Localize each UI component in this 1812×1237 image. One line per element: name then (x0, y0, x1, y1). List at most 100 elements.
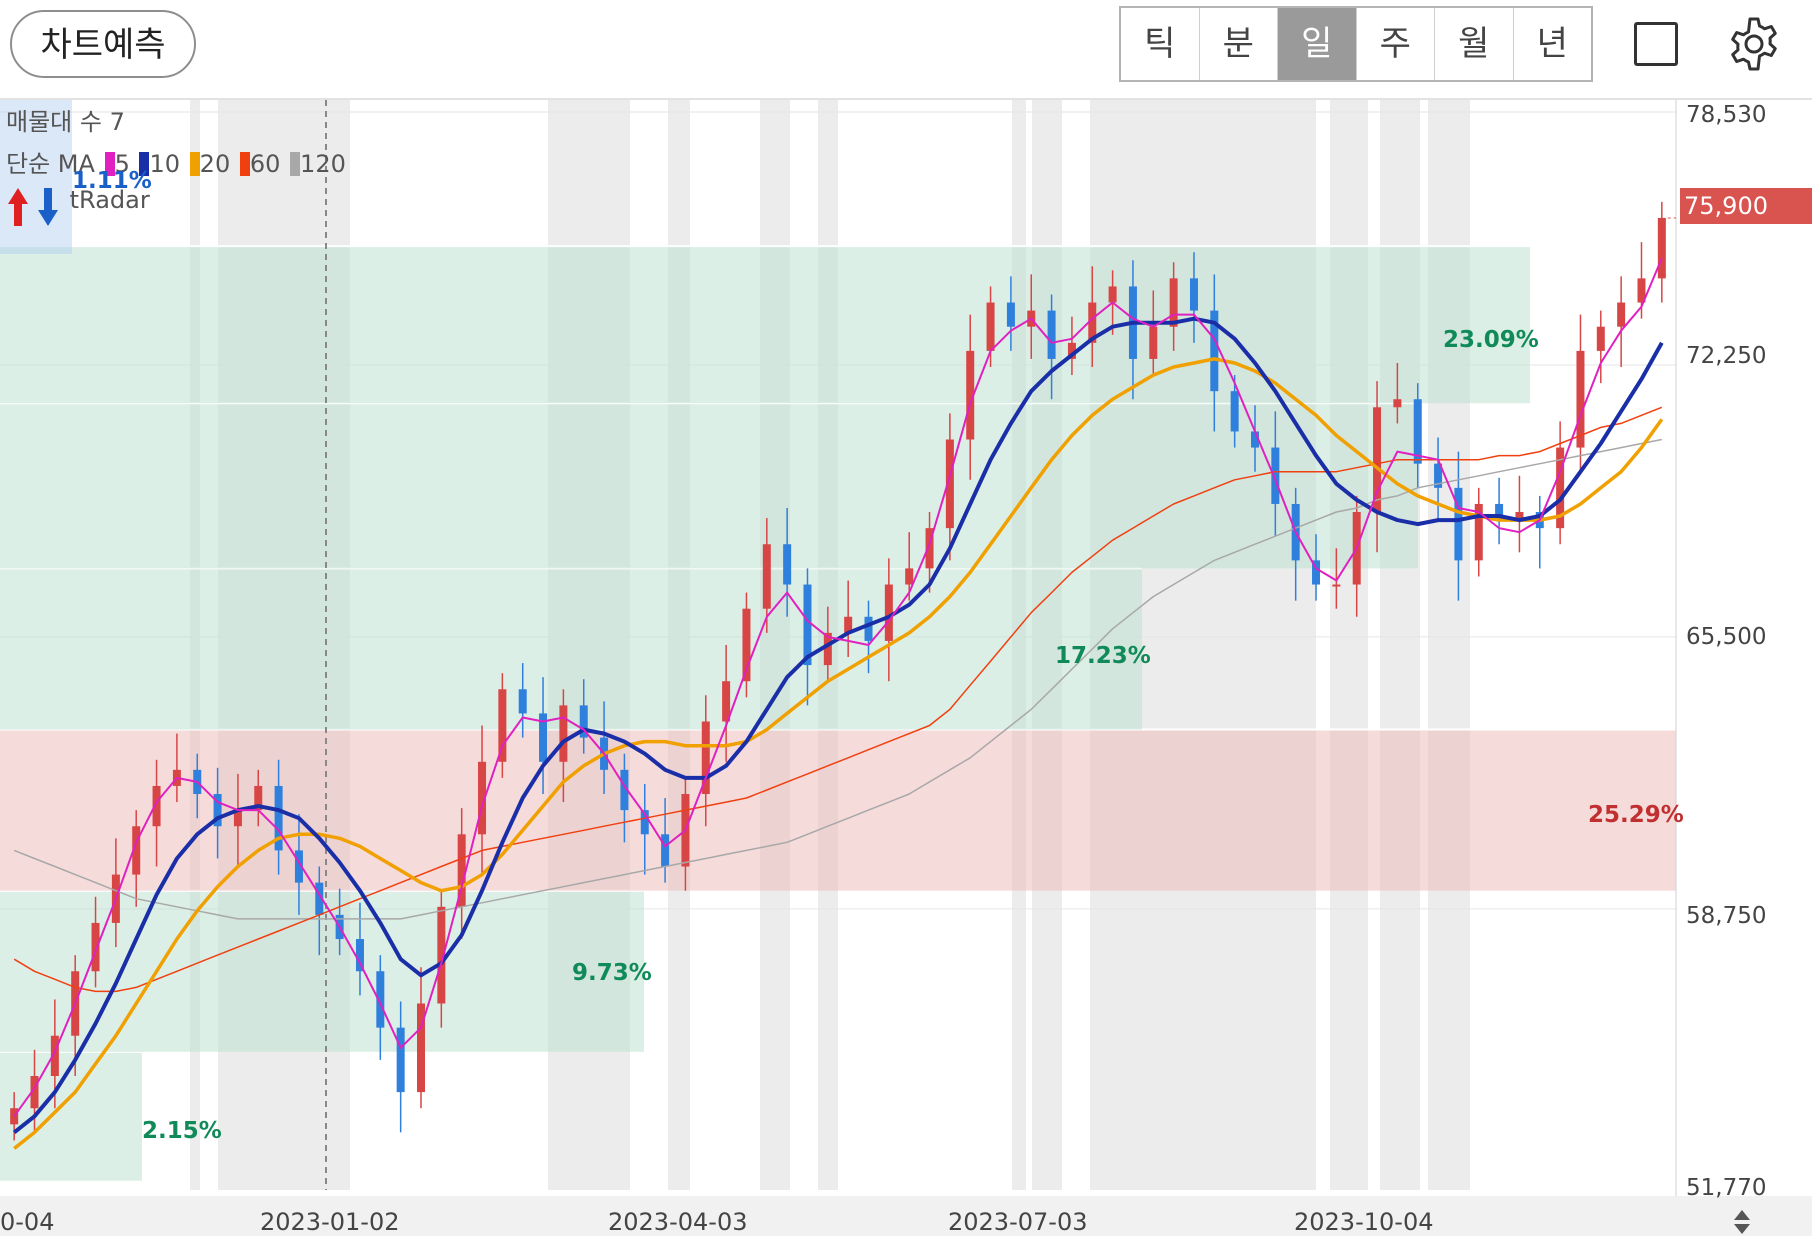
candle (1006, 302, 1015, 327)
candle (1556, 447, 1565, 529)
candle (1474, 503, 1483, 561)
candle (1576, 350, 1585, 448)
candle (437, 906, 446, 1004)
candle (1189, 278, 1198, 311)
y-tick-1: 78,530 (1686, 102, 1767, 128)
x-tick-4: 2023-07-03 (948, 1208, 1088, 1236)
ma-legend-title: 단순 MA (6, 150, 95, 178)
candle (457, 834, 466, 907)
candle (10, 1108, 19, 1125)
candle (478, 761, 487, 835)
zone-pct-4: 17.23% (1055, 643, 1151, 669)
candle (376, 971, 385, 1028)
ma120-swatch (290, 152, 301, 176)
volume-profile-label: 매물대 수 7 (6, 108, 125, 136)
tab-month[interactable]: 월 (1435, 8, 1514, 80)
candle (640, 810, 649, 835)
candle (1088, 302, 1097, 343)
chart-area[interactable] (0, 100, 1812, 1237)
candle (1230, 391, 1239, 432)
candle (783, 544, 792, 585)
zone-pct-6: 23.09% (1443, 327, 1539, 353)
candle (1657, 217, 1666, 279)
volume-zone (0, 403, 1418, 569)
tab-day[interactable]: 일 (1278, 8, 1357, 80)
scroll-updown-icon[interactable] (1732, 1208, 1752, 1236)
tab-year[interactable]: 년 (1536, 24, 1568, 64)
x-tick-1: 0-04 (0, 1208, 55, 1236)
candle (864, 616, 873, 641)
square-icon[interactable] (1634, 22, 1678, 66)
candle (1434, 463, 1443, 488)
zone-pct-2: 9.73% (572, 960, 652, 986)
candle (396, 1027, 405, 1093)
y-tick-5: 51,770 (1686, 1175, 1767, 1201)
ma10-label: 10 (149, 150, 181, 178)
volume-zone (0, 568, 1142, 730)
y-tick-3: 65,500 (1686, 624, 1767, 650)
zone-pct-3: 25.29% (1588, 802, 1684, 828)
candle (661, 834, 670, 867)
volume-zone (0, 1051, 142, 1181)
candle (1454, 487, 1463, 561)
candle (1596, 326, 1605, 351)
candle (823, 632, 832, 666)
candle (925, 528, 934, 569)
candle (559, 705, 568, 762)
ma5-label: 5 (114, 150, 130, 178)
candle (1047, 310, 1056, 359)
ma5-line (13, 257, 1663, 1117)
candle (1108, 286, 1117, 303)
ma60-label: 60 (249, 150, 281, 178)
x-tick-5: 2023-10-04 (1294, 1208, 1434, 1236)
x-axis-bar (0, 1196, 1812, 1236)
candle (945, 439, 954, 529)
candle (294, 850, 303, 883)
candle (803, 584, 812, 666)
candle (417, 1003, 425, 1093)
ma10-swatch (139, 152, 150, 176)
candle (1067, 342, 1076, 359)
ma-legend: 단순 MA 5 10 20 60 120 (6, 144, 346, 179)
period-selector: 틱 분 일 주 월 년 (1119, 6, 1593, 82)
candle (91, 922, 100, 972)
tab-tick[interactable]: 틱 (1121, 8, 1200, 80)
tab-week[interactable]: 주 (1357, 8, 1435, 80)
candle (986, 302, 995, 351)
candle (1210, 310, 1219, 392)
candle (701, 721, 710, 795)
candle (1149, 326, 1158, 359)
candle (762, 544, 771, 609)
last-price-tag: 75,900 (1680, 188, 1812, 224)
candle (1495, 503, 1504, 521)
tradar-pct: 1.11% (72, 168, 152, 194)
candle (1637, 278, 1646, 303)
price-chart[interactable] (0, 100, 1812, 1237)
volume-zone (0, 890, 644, 1052)
candle (742, 608, 751, 682)
tab-minute[interactable]: 분 (1200, 8, 1278, 80)
candle (722, 681, 731, 722)
candle (1251, 431, 1259, 448)
candle (1271, 447, 1280, 504)
x-tick-2: 2023-01-02 (260, 1208, 400, 1236)
tradar-panel (0, 100, 72, 254)
y-tick-2: 72,250 (1686, 343, 1767, 369)
candle (579, 705, 588, 738)
zone-pct-1: 2.15% (142, 1118, 222, 1144)
candle (884, 584, 893, 641)
candle (1413, 399, 1422, 464)
candle (254, 785, 263, 811)
gear-icon[interactable] (1726, 16, 1782, 72)
ma20-label: 20 (199, 150, 231, 178)
candle (355, 939, 364, 972)
candle (132, 826, 141, 875)
candle (213, 794, 222, 827)
tradar-arrows-icon (8, 188, 58, 226)
candle (30, 1075, 39, 1109)
candle (1169, 278, 1178, 327)
candle (1515, 512, 1524, 521)
candle (539, 713, 548, 762)
chart-predict-button[interactable]: 차트예측 (10, 10, 196, 78)
candle (1393, 399, 1402, 408)
